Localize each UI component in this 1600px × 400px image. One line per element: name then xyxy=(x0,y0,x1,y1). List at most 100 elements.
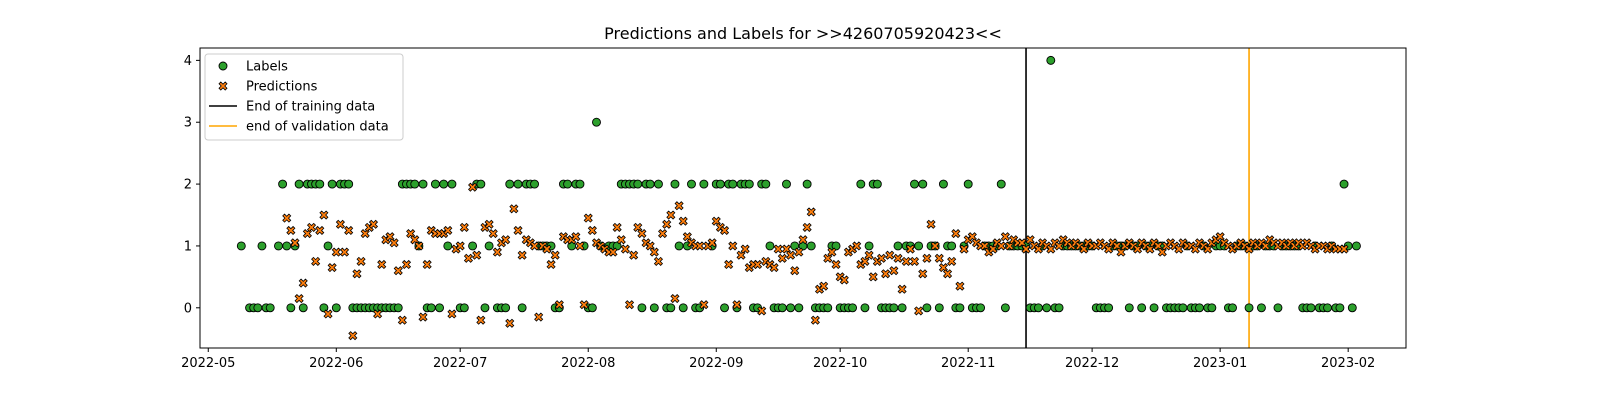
prediction-point xyxy=(777,253,787,263)
label-point xyxy=(257,241,267,251)
prediction-point xyxy=(463,253,474,263)
label-point xyxy=(856,179,866,189)
prediction-point xyxy=(397,315,407,325)
prediction-point xyxy=(587,225,597,236)
prediction-point xyxy=(757,306,767,316)
prediction-point xyxy=(505,318,515,328)
chart-title: Predictions and Labels for >>42607059204… xyxy=(604,24,1002,43)
prediction-point xyxy=(773,244,783,254)
label-point xyxy=(918,179,928,189)
y-tick-label: 0 xyxy=(184,301,192,316)
label-point xyxy=(744,179,754,189)
prediction-point xyxy=(802,222,812,232)
label-point xyxy=(1000,303,1010,313)
label-point xyxy=(786,303,796,313)
label-point xyxy=(1323,303,1332,313)
prediction-point xyxy=(401,259,412,270)
label-point xyxy=(1228,303,1237,313)
prediction-point xyxy=(373,309,383,319)
x-tick-label: 2022-07 xyxy=(433,356,487,371)
prediction-point xyxy=(348,331,358,341)
label-point xyxy=(947,241,957,251)
y-axis: 0 1 2 3 4 xyxy=(184,54,200,316)
prediction-point xyxy=(740,244,750,254)
label-point xyxy=(480,303,490,313)
prediction-point xyxy=(368,219,379,229)
label-point xyxy=(265,303,275,313)
x-tick-label: 2022-10 xyxy=(813,356,867,371)
label-point xyxy=(802,179,812,189)
label-point xyxy=(963,179,973,189)
prediction-point xyxy=(1000,232,1010,242)
label-point xyxy=(468,241,478,251)
prediction-point xyxy=(608,247,618,257)
prediction-point xyxy=(732,300,742,310)
prediction-point xyxy=(885,250,895,260)
prediction-point xyxy=(947,256,957,266)
label-point xyxy=(476,179,486,189)
label-point xyxy=(910,179,919,189)
label-point xyxy=(1137,303,1147,313)
prediction-point xyxy=(282,213,292,223)
prediction-point xyxy=(476,315,486,325)
x-tick-label: 2023-01 xyxy=(1193,356,1247,371)
prediction-point xyxy=(501,235,511,245)
label-point xyxy=(426,303,436,313)
prediction-point xyxy=(484,219,494,229)
label-point xyxy=(670,179,680,189)
prediction-point xyxy=(447,309,457,319)
label-point xyxy=(976,303,986,313)
prediction-point xyxy=(662,219,672,229)
prediction-point xyxy=(790,266,800,276)
prediction-point xyxy=(930,241,940,251)
prediction-point xyxy=(542,244,552,254)
label-point xyxy=(720,303,729,313)
prediction-point xyxy=(769,263,779,273)
label-point xyxy=(327,179,337,189)
prediction-point xyxy=(315,225,325,236)
prediction-point xyxy=(876,253,887,263)
prediction-point xyxy=(323,309,333,319)
label-point xyxy=(253,303,263,313)
prediction-point xyxy=(839,275,849,285)
prediction-point xyxy=(389,238,399,248)
label-point xyxy=(633,179,643,189)
label-point xyxy=(715,179,725,189)
prediction-point xyxy=(311,256,321,266)
prediction-point xyxy=(653,256,664,266)
y-tick-label: 1 xyxy=(184,239,192,254)
legend-predictions-text: Predictions xyxy=(246,80,318,95)
label-point xyxy=(687,179,696,189)
label-point xyxy=(893,241,903,251)
legend-labels-marker xyxy=(218,61,228,71)
prediction-point xyxy=(546,259,556,270)
prediction-point xyxy=(707,238,717,248)
prediction-point xyxy=(942,269,953,279)
label-point xyxy=(996,179,1006,189)
label-point xyxy=(575,179,585,189)
label-point xyxy=(699,179,709,189)
label-point xyxy=(848,303,858,313)
prediction-point xyxy=(534,312,544,322)
prediction-point xyxy=(629,250,639,260)
prediction-point xyxy=(666,210,676,220)
prediction-point xyxy=(934,253,944,263)
prediction-point xyxy=(443,225,453,236)
prediction-point xyxy=(794,247,804,257)
label-point xyxy=(315,179,325,189)
x-tick-label: 2022-11 xyxy=(941,356,995,371)
label-point xyxy=(517,303,527,313)
label-point xyxy=(666,303,676,313)
prediction-point xyxy=(724,259,734,270)
prediction-point xyxy=(810,315,820,325)
prediction-point xyxy=(922,253,932,263)
label-point xyxy=(872,179,882,189)
prediction-point xyxy=(579,300,589,310)
prediction-point xyxy=(377,259,387,270)
y-tick-label: 2 xyxy=(184,178,192,193)
label-point xyxy=(294,179,304,189)
x-tick-label: 2022-09 xyxy=(689,356,743,371)
y-tick-label: 4 xyxy=(184,54,192,69)
label-point xyxy=(897,303,907,313)
label-point xyxy=(439,179,449,189)
